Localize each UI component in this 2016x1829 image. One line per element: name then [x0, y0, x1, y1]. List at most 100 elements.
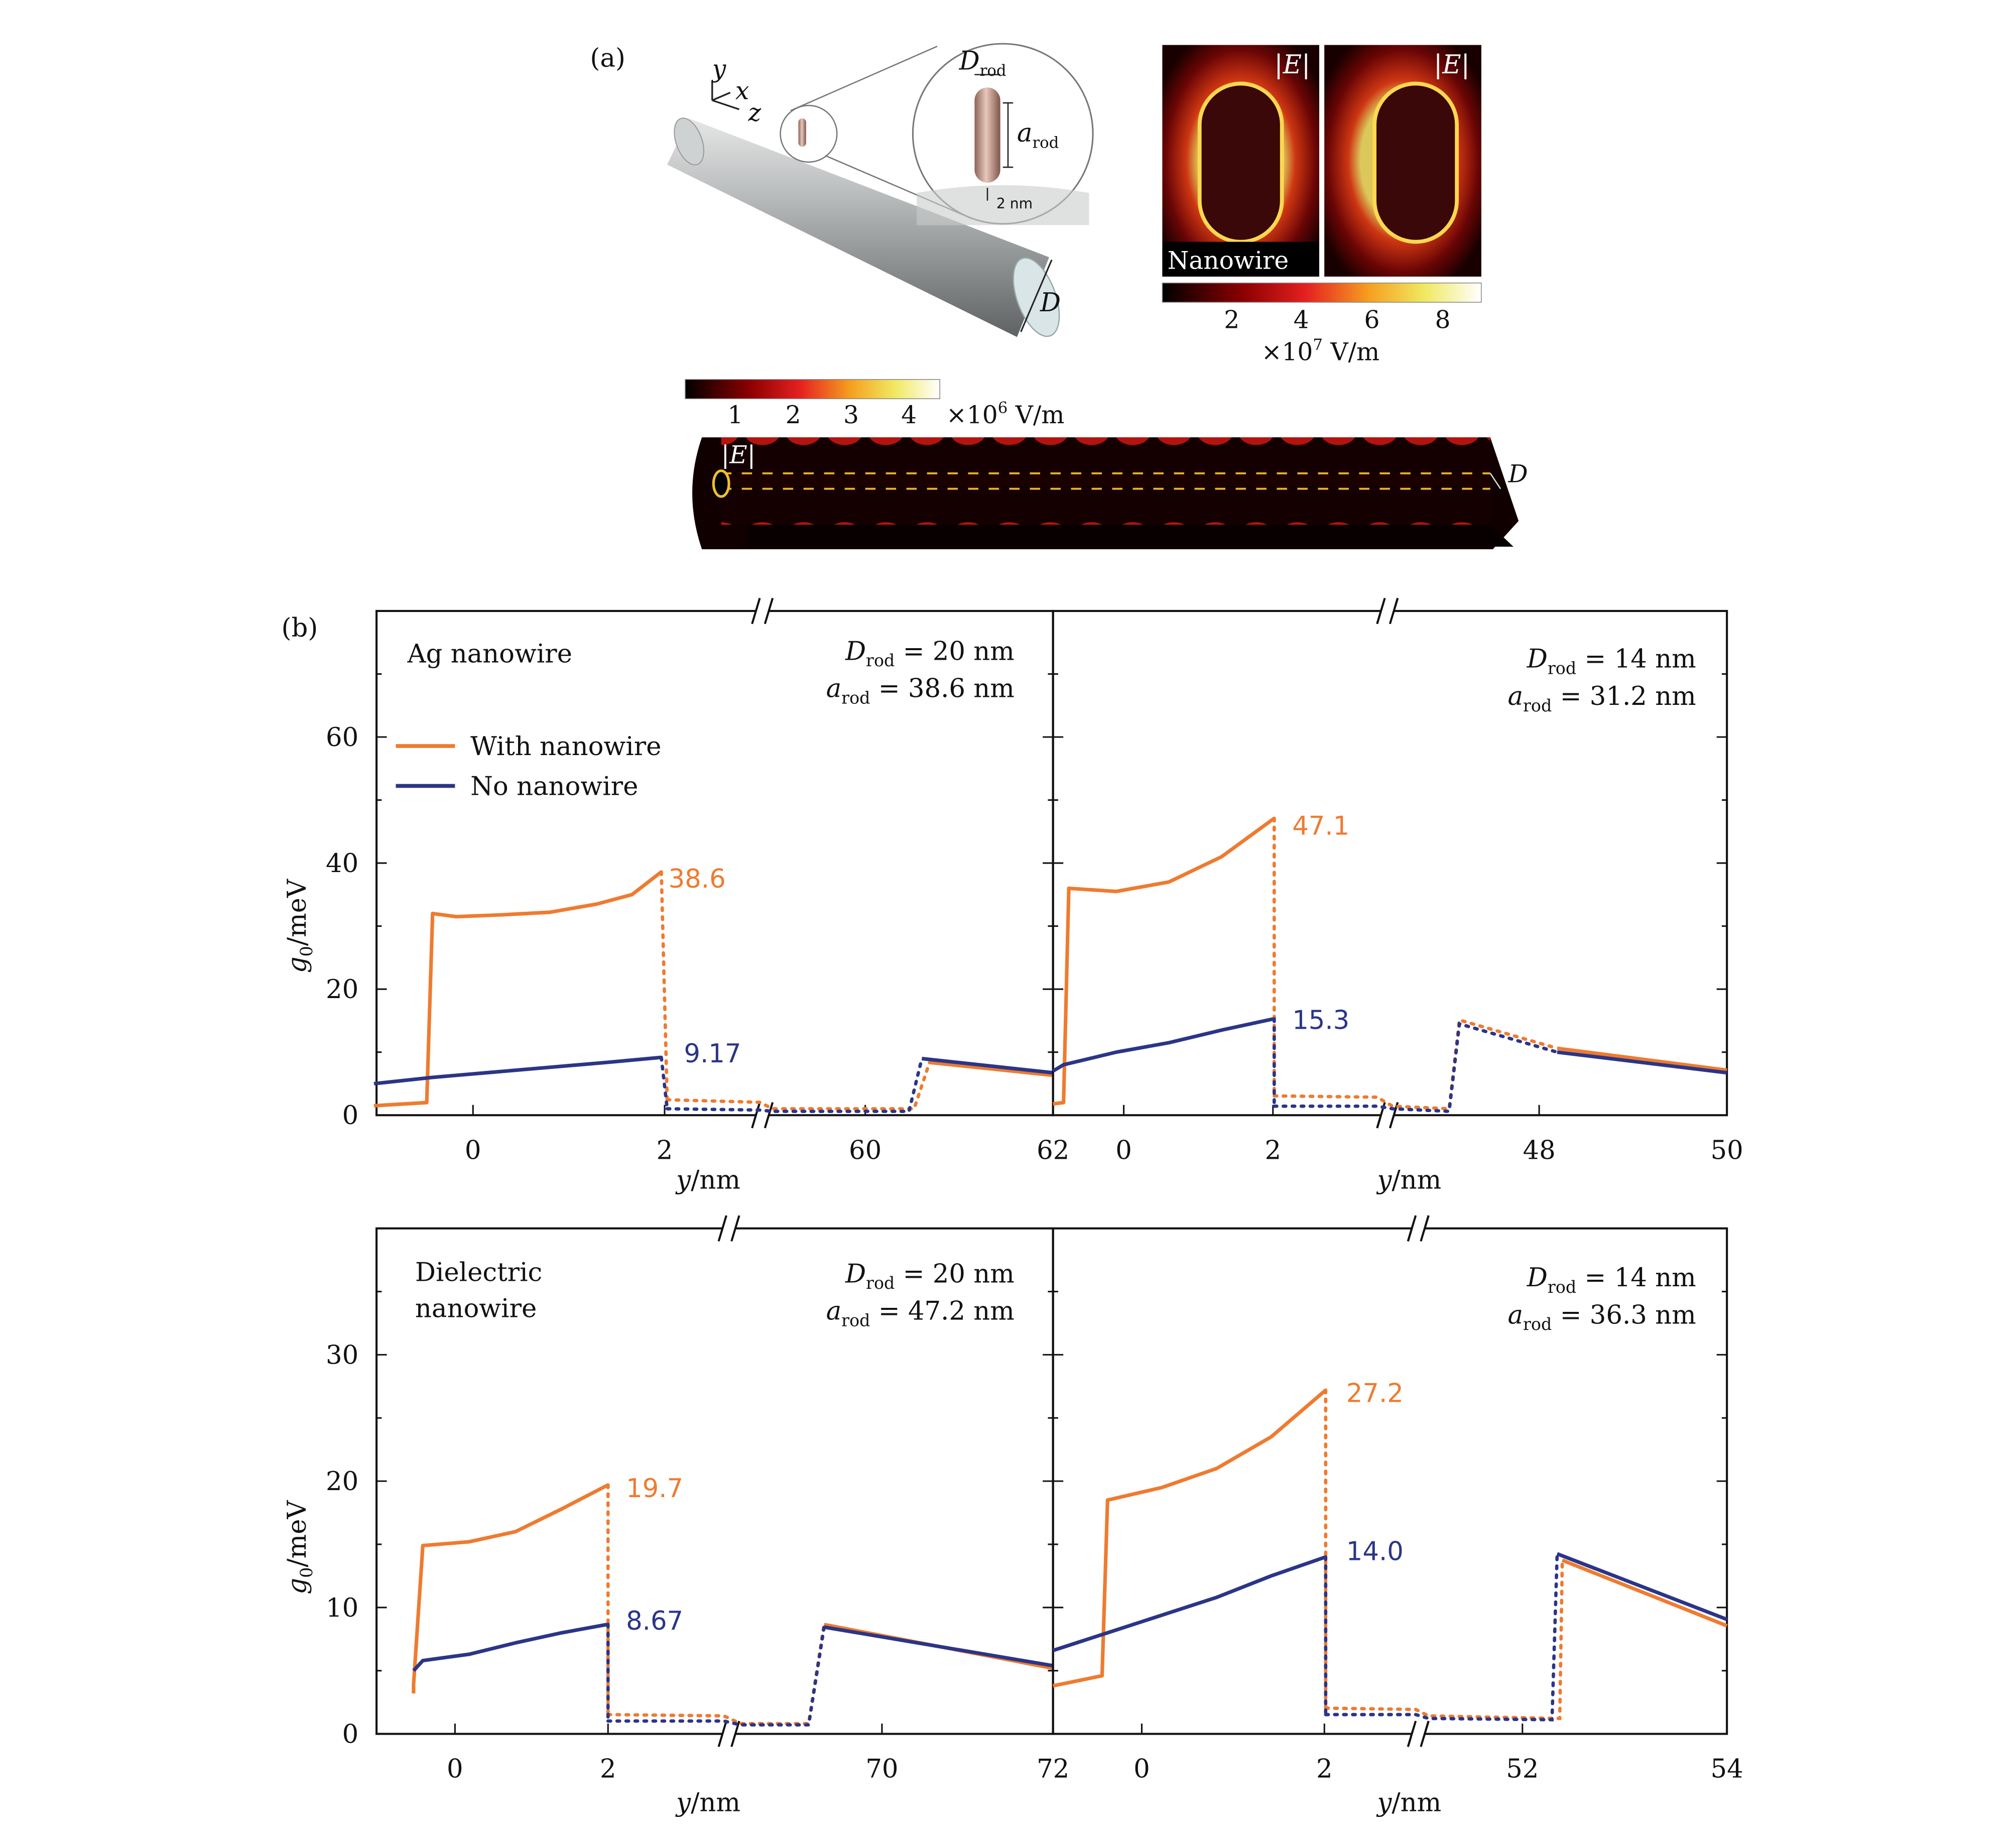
series-decay-line: [929, 1060, 1054, 1077]
cb1-tick: 6: [1364, 306, 1380, 334]
strip-d-label: D: [1508, 460, 1528, 489]
nanowire-tag: Nanowire: [1168, 247, 1289, 275]
x-axis-title: y/nm: [1376, 1787, 1441, 1817]
axis-break-mark: [1420, 1215, 1430, 1242]
y-tick-label: 0: [342, 1719, 359, 1749]
x-tick-label: 72: [1037, 1754, 1069, 1784]
chart-title: nanowire: [415, 1293, 537, 1323]
x-tick-label: 70: [865, 1754, 898, 1784]
parameter-annotation: arod = 38.6 nm: [826, 674, 1015, 708]
axis-break-mark: [730, 1215, 740, 1242]
series-line: [412, 1483, 609, 1693]
axis-break-mark: [1420, 1721, 1430, 1747]
parameter-symbol: a: [826, 674, 842, 704]
cb2-tick: 2: [786, 401, 801, 429]
x-tick-label: 0: [447, 1754, 463, 1784]
x-tick-label: 52: [1506, 1754, 1539, 1784]
series-decay-line: [1557, 1050, 1727, 1075]
data-label: 19.7: [626, 1474, 683, 1504]
parameter-subscript: rod: [866, 651, 895, 670]
series-line: [373, 870, 663, 1108]
zoom-circle-source: [780, 104, 838, 163]
series-line: [412, 1622, 608, 1672]
parameter-annotation: Drod = 20 nm: [845, 636, 1015, 670]
field-map-left: |E| Nanowire: [1162, 45, 1319, 277]
parameter-value: = 20 nm: [895, 1259, 1014, 1289]
x-axis-title: y/nm: [675, 1787, 740, 1817]
parameter-annotation: Drod = 20 nm: [845, 1259, 1015, 1293]
data-label: 14.0: [1346, 1537, 1404, 1567]
data-label: 47.1: [1292, 811, 1349, 841]
parameter-value: = 14 nm: [1576, 1263, 1696, 1293]
data-label: 27.2: [1346, 1379, 1404, 1409]
strip-field-label: |E|: [721, 441, 755, 469]
series-decay-line: [1556, 1552, 1728, 1621]
parameter-symbol: D: [1527, 1263, 1548, 1293]
field-map-left-label: |E|: [1274, 50, 1310, 80]
parameter-subscript: rod: [1548, 1277, 1576, 1297]
parameter-annotation: arod = 31.2 nm: [1507, 681, 1696, 715]
y-tick-label: 30: [326, 1340, 358, 1370]
series-gap-dotted: [1324, 1558, 1564, 1721]
y-tick-label: 10: [326, 1593, 358, 1623]
parameter-subscript: rod: [1548, 658, 1576, 678]
series-decay-line: [1557, 1046, 1727, 1072]
parameter-subscript: rod: [841, 688, 870, 707]
colorbar-1: 2 4 6 8 ×107 V/m: [1162, 282, 1482, 366]
field-map-right-label: |E|: [1434, 50, 1470, 80]
series-drop-dotted: [660, 1055, 669, 1111]
axis-y-label: y: [711, 55, 726, 83]
cb2-unit: ×106 V/m: [946, 399, 1064, 429]
series-line: [373, 1055, 662, 1086]
panel-a-label: (a): [590, 43, 625, 73]
x-tick-label: 0: [1133, 1754, 1150, 1784]
series-line: [1052, 1555, 1326, 1652]
axis-break-mark: [717, 1721, 727, 1747]
colorbar-1-ticks: 2 4 6 8: [1224, 306, 1450, 334]
parameter-subscript: rod: [1523, 696, 1552, 715]
axes-triad: y x z: [711, 55, 762, 127]
x-tick-label: 2: [1316, 1754, 1333, 1784]
parameter-annotation: arod = 36.3 nm: [1507, 1300, 1696, 1334]
x-tick-label: 2: [657, 1135, 673, 1165]
legend: With nanowire No nanowire: [396, 731, 661, 801]
axis-break-mark: [717, 1215, 727, 1242]
cb1-unit: ×107 V/m: [1262, 336, 1379, 366]
y-axis-title-bottom: g0/meV: [282, 1500, 316, 1594]
d-rod-label: Drod: [959, 46, 1006, 80]
series-gap-dotted: [665, 1057, 924, 1113]
series-decay-line: [921, 1056, 1054, 1075]
series-gap-dotted: [606, 1623, 826, 1726]
gap-label: 2 nm: [996, 195, 1033, 212]
axis-break-mark: [1389, 597, 1399, 625]
chart-title: Ag nanowire: [407, 639, 572, 669]
parameter-symbol: D: [845, 636, 866, 666]
cb2-tick: 1: [727, 401, 743, 429]
zoom-inset: Drod arod 2 nm: [912, 43, 1094, 225]
series-line: [1053, 817, 1276, 1106]
legend-label-with: With nanowire: [470, 731, 661, 762]
axis-break-mark: [751, 597, 761, 625]
nanorod-small: [798, 118, 806, 147]
parameter-symbol: a: [826, 1296, 842, 1326]
series-line: [1052, 1389, 1327, 1688]
axis-z-label: z: [747, 99, 761, 127]
x-axis-title: y/nm: [1376, 1165, 1441, 1195]
wire-diameter-label: D: [1040, 288, 1061, 318]
parameter-symbol: D: [845, 1259, 866, 1289]
parameter-annotation: Drod = 14 nm: [1527, 1263, 1696, 1297]
series-gap-dotted: [665, 1060, 932, 1111]
axis-x-label: x: [735, 77, 749, 105]
x-tick-label: 50: [1711, 1135, 1743, 1165]
data-label: 15.3: [1292, 1006, 1349, 1036]
parameter-symbol: a: [1507, 681, 1523, 711]
data-label: 38.6: [669, 864, 726, 894]
cb1-tick: 8: [1435, 306, 1450, 334]
x-tick-label: 2: [1265, 1135, 1281, 1165]
parameter-subscript: rod: [1523, 1314, 1552, 1334]
nanowire-cylinder: D: [667, 117, 1061, 337]
cb2-tick: 3: [843, 401, 859, 429]
